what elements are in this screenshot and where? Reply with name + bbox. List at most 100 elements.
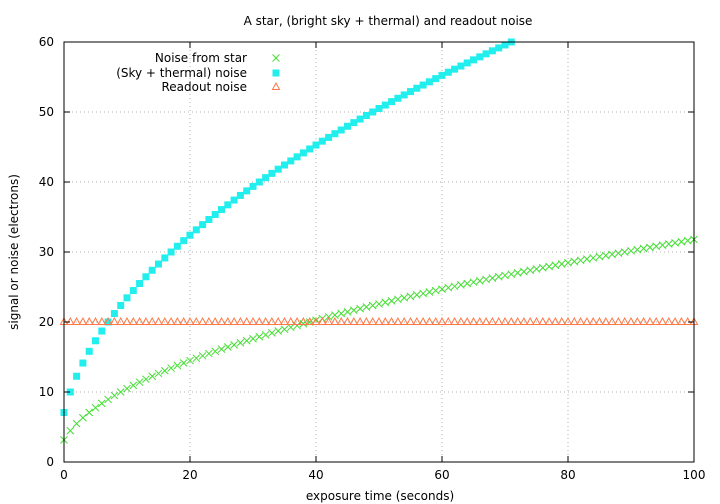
data-point [387, 297, 396, 305]
data-point [191, 316, 201, 325]
data-point [254, 316, 264, 325]
data-point [582, 316, 592, 325]
data-point [664, 240, 673, 248]
data-point [122, 316, 132, 325]
data-point [438, 285, 446, 293]
data-point [306, 145, 314, 153]
data-point [658, 316, 667, 325]
data-point [576, 256, 585, 265]
legend-label: (Sky + thermal) noise [116, 66, 247, 80]
data-point [344, 122, 351, 130]
data-point [217, 345, 226, 354]
data-point [205, 216, 213, 224]
data-point [620, 316, 630, 325]
data-point [311, 316, 321, 325]
data-point [633, 245, 642, 254]
data-point [545, 262, 553, 271]
data-point [500, 316, 510, 325]
legend: Noise from star(Sky + thermal) noiseRead… [116, 51, 281, 94]
data-point [381, 298, 390, 307]
data-point [451, 65, 459, 73]
data-point [470, 56, 477, 64]
data-point [135, 378, 144, 387]
data-point [249, 182, 257, 190]
data-point [425, 78, 433, 86]
data-point [318, 137, 326, 145]
data-point [66, 426, 75, 435]
data-point [557, 260, 566, 268]
data-point [249, 334, 257, 343]
data-point [336, 316, 346, 325]
data-point [91, 316, 100, 325]
data-point [85, 347, 93, 355]
data-point [394, 94, 402, 102]
data-point [551, 316, 560, 325]
data-point [406, 316, 415, 325]
data-point [160, 366, 169, 375]
data-point [482, 50, 490, 58]
data-point [495, 44, 503, 52]
data-point [97, 399, 106, 408]
data-point [601, 316, 611, 325]
data-point [595, 252, 604, 261]
data-point [337, 309, 346, 318]
data-point [198, 351, 207, 360]
axis-ticks: 0 20 40 60 80 100 0 10 20 30 40 50 60 [39, 35, 706, 482]
data-point [538, 316, 548, 325]
data-point [639, 316, 648, 325]
data-point [494, 272, 503, 281]
data-point [457, 281, 465, 289]
data-point [199, 221, 207, 229]
data-point [305, 316, 315, 325]
data-point [437, 316, 447, 325]
data-point [97, 316, 107, 325]
data-point [273, 316, 283, 325]
data-point [268, 329, 276, 337]
data-point [299, 149, 307, 157]
data-point [369, 108, 377, 116]
data-point [211, 347, 220, 356]
data-point [66, 388, 74, 396]
data-point [142, 375, 150, 384]
data-point [355, 316, 365, 325]
data-point [110, 391, 119, 400]
data-point [79, 359, 87, 367]
data-point [186, 356, 194, 365]
data-point [160, 316, 170, 325]
data-point [343, 307, 352, 316]
plot-area [59, 38, 699, 444]
x-tick-label: 20 [182, 468, 197, 482]
data-point [450, 282, 459, 291]
data-point [488, 274, 497, 282]
data-point [292, 316, 302, 325]
legend-marker [272, 69, 280, 77]
data-point [173, 242, 181, 250]
data-point [261, 316, 270, 325]
data-point [444, 68, 452, 76]
data-point [488, 47, 496, 55]
data-point [192, 226, 200, 234]
data-point [161, 254, 169, 262]
data-point [217, 316, 226, 325]
data-point [362, 316, 371, 325]
y-tick-label: 40 [39, 175, 54, 189]
data-point [362, 112, 370, 119]
data-point [72, 316, 81, 325]
data-point [645, 316, 655, 325]
data-point [652, 242, 661, 251]
data-point [569, 316, 579, 325]
data-point [267, 316, 277, 325]
data-point [519, 316, 529, 325]
data-point [671, 239, 679, 247]
data-point [116, 316, 126, 325]
data-point [475, 316, 485, 325]
data-point [142, 273, 150, 281]
data-point [154, 316, 163, 325]
data-point [349, 306, 358, 315]
data-point [520, 267, 528, 276]
legend-label: Noise from star [155, 51, 247, 65]
data-point [588, 316, 598, 325]
data-point [501, 271, 509, 280]
data-point [148, 266, 156, 274]
